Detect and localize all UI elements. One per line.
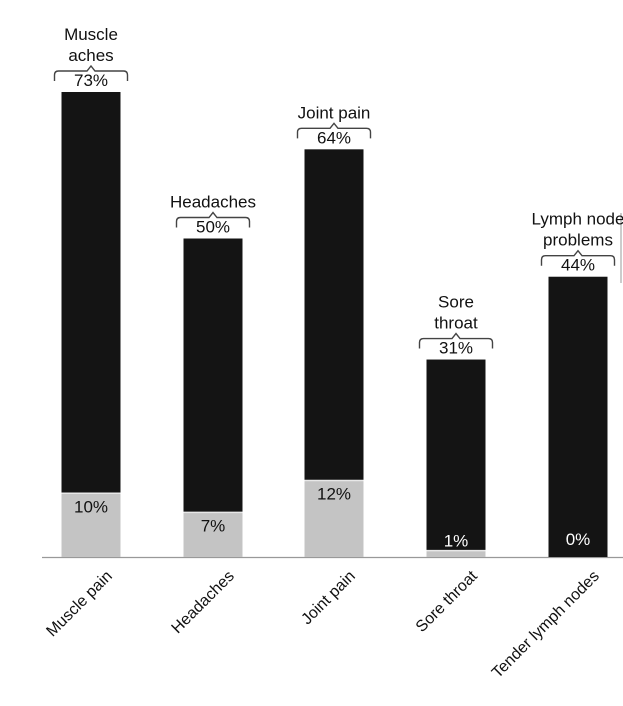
- bar-upper-0: [61, 92, 121, 557]
- bar-top-label-4-1: problems: [543, 231, 613, 250]
- bracket-1: [175, 211, 251, 228]
- bracket-2: [296, 122, 372, 139]
- bar-top-label-0-1: aches: [68, 46, 113, 65]
- x-tick-label-0: Muscle pain: [43, 568, 115, 640]
- upper-value-label-2: 64%: [317, 128, 351, 147]
- x-tick-label-4: Tender lymph nodes: [489, 568, 603, 682]
- bar-upper-4: [548, 276, 608, 557]
- bar-top-label-3-0: Sore: [438, 293, 474, 312]
- bar-lower-3: [426, 550, 486, 557]
- bracket-0: [53, 64, 129, 81]
- x-tick-label-1: Headaches: [169, 568, 238, 637]
- upper-value-label-4: 44%: [561, 256, 595, 275]
- bar-top-label-0-0: Muscle: [64, 25, 118, 44]
- bar-upper-1: [183, 238, 243, 558]
- x-tick-label-2: Joint pain: [298, 568, 358, 628]
- upper-value-label-3: 31%: [439, 339, 473, 358]
- lower-value-label-2: 12%: [317, 485, 351, 504]
- bar-lower-0: [61, 493, 121, 557]
- bracket-4: [540, 249, 616, 266]
- x-tick-label-3: Sore throat: [413, 567, 481, 635]
- upper-value-label-1: 50%: [196, 218, 230, 237]
- lower-value-label-4: 0%: [566, 530, 591, 549]
- bar-top-label-4-0: Lymph node: [532, 210, 623, 229]
- bracket-3: [418, 332, 494, 349]
- lower-value-label-0: 10%: [74, 497, 108, 516]
- lower-value-label-3: 1%: [444, 532, 469, 551]
- bar-top-label-3-1: throat: [434, 314, 478, 333]
- bar-top-label-1-0: Headaches: [170, 193, 256, 212]
- bar-lower-2: [304, 480, 364, 557]
- lower-value-label-1: 7%: [201, 516, 226, 535]
- upper-value-label-0: 73%: [74, 71, 108, 90]
- bar-lower-1: [183, 512, 243, 557]
- bar-top-label-2-0: Joint pain: [298, 103, 371, 122]
- bar-upper-3: [426, 359, 486, 557]
